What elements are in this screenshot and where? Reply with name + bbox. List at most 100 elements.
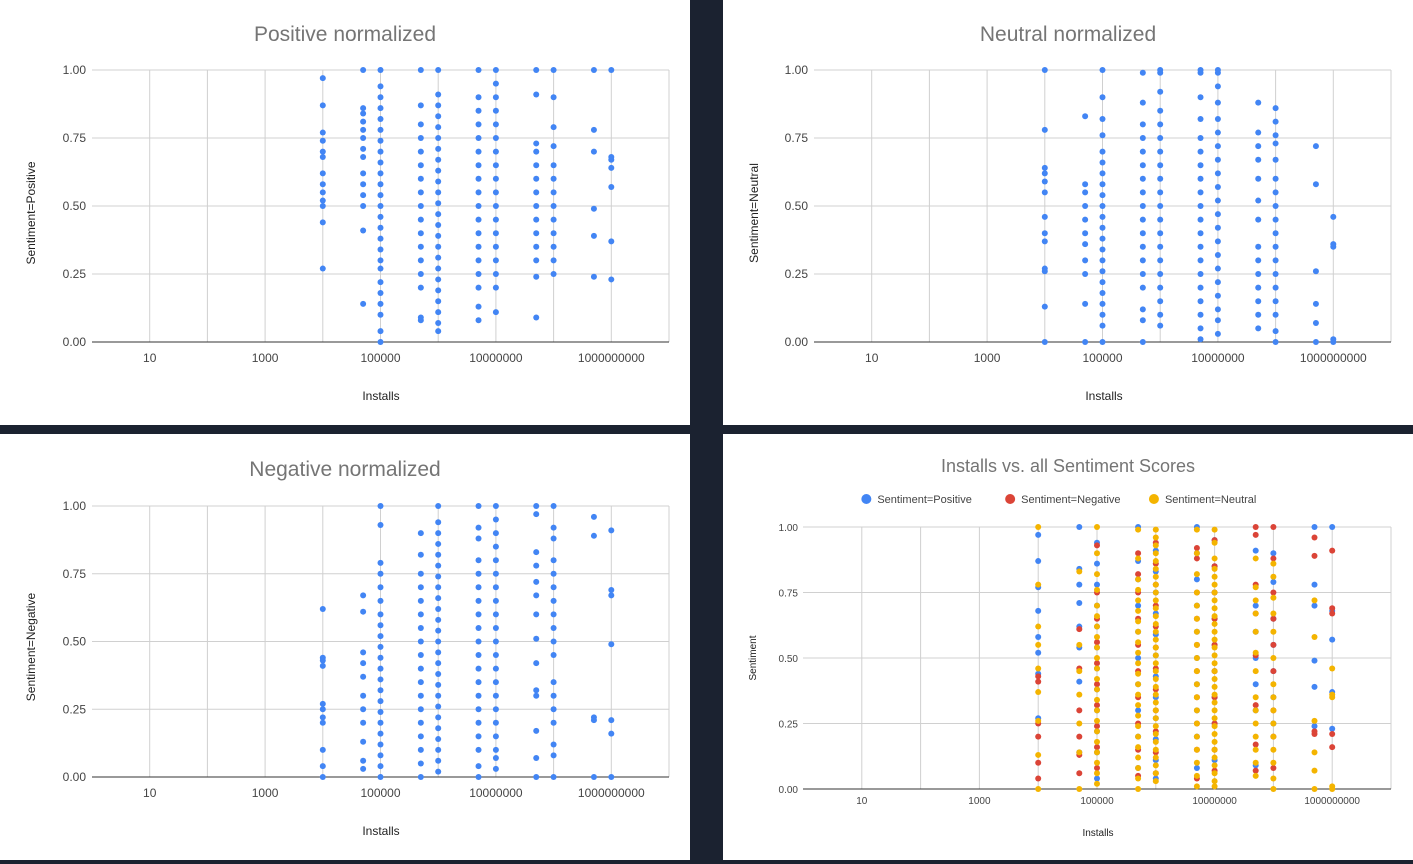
data-point (475, 121, 482, 128)
data-point (1135, 607, 1142, 614)
y-tick-label: 0.00 (785, 335, 809, 349)
data-point (1082, 300, 1089, 307)
data-point (417, 665, 424, 672)
data-point (1311, 602, 1318, 609)
data-point (1152, 628, 1159, 635)
data-point (1211, 668, 1218, 675)
data-point (1139, 99, 1146, 106)
data-point (1197, 257, 1204, 264)
data-point (319, 714, 326, 721)
data-point (435, 156, 442, 163)
data-point (360, 738, 367, 745)
data-point (377, 633, 384, 640)
data-point (1152, 778, 1159, 785)
data-point (435, 319, 442, 326)
data-point (550, 243, 557, 250)
data-point (1094, 744, 1100, 751)
data-point (1211, 707, 1218, 714)
data-point (1211, 597, 1218, 604)
data-point (1214, 183, 1221, 190)
data-point (533, 774, 540, 780)
data-point (1193, 555, 1200, 562)
data-point (550, 189, 557, 196)
data-point (1211, 581, 1218, 588)
data-point (1135, 670, 1142, 677)
data-point (435, 189, 442, 196)
data-point (435, 211, 442, 218)
data-point (1211, 738, 1218, 745)
data-point (1094, 623, 1100, 630)
data-point (1270, 610, 1277, 617)
data-point (475, 284, 482, 291)
data-point (1135, 744, 1142, 751)
data-point (492, 733, 499, 740)
data-point (608, 717, 615, 724)
data-point (1311, 634, 1318, 641)
data-point (1094, 717, 1100, 724)
legend-label: Sentiment=Positive (877, 494, 971, 506)
data-point (475, 535, 482, 542)
data-point (1135, 660, 1142, 667)
data-point (533, 67, 540, 73)
data-point (550, 143, 557, 150)
data-point (1270, 733, 1277, 740)
legend-marker (1005, 494, 1016, 504)
data-point (377, 265, 384, 272)
data-point (1157, 162, 1164, 169)
data-point (1312, 300, 1319, 307)
data-point (1099, 67, 1106, 73)
data-point (1152, 738, 1159, 745)
data-point (1157, 175, 1164, 182)
data-point (1311, 683, 1318, 690)
data-point (435, 287, 442, 294)
data-point (1076, 786, 1083, 792)
data-point (1197, 135, 1204, 141)
data-point (1082, 216, 1089, 223)
data-point (1041, 303, 1048, 310)
data-point (435, 649, 442, 656)
data-point (360, 110, 367, 117)
data-point (417, 746, 424, 753)
data-point (360, 300, 367, 307)
data-point (608, 67, 615, 73)
data-point (1099, 94, 1106, 101)
data-point (475, 611, 482, 618)
data-point (1041, 238, 1048, 245)
data-point (1035, 775, 1042, 782)
y-tick-label: 0.75 (785, 131, 809, 145)
data-point (319, 181, 326, 188)
x-tick-label: 100000 (1080, 796, 1114, 807)
chart-title: Positive normalized (254, 23, 436, 46)
data-point (1329, 636, 1336, 643)
data-point (417, 189, 424, 196)
data-point (1094, 765, 1100, 772)
data-point (377, 521, 384, 528)
y-tick-label: 1.00 (63, 499, 87, 513)
data-point (319, 203, 326, 209)
data-point (475, 638, 482, 645)
data-point (360, 192, 367, 199)
data-point (1270, 765, 1277, 772)
data-point (1099, 311, 1106, 318)
data-point (1252, 681, 1259, 688)
data-point (550, 524, 557, 531)
data-point (435, 736, 442, 743)
data-point (1193, 783, 1200, 790)
data-point (435, 562, 442, 569)
data-point (360, 673, 367, 680)
data-point (1211, 539, 1218, 546)
data-point (417, 216, 424, 223)
data-point (1041, 164, 1048, 171)
data-point (1139, 216, 1146, 223)
data-point (1197, 230, 1204, 237)
data-point (1252, 610, 1259, 617)
data-point (1214, 129, 1221, 136)
data-point (533, 578, 540, 585)
data-point (435, 530, 442, 537)
data-point (550, 67, 557, 73)
data-point (492, 597, 499, 604)
data-point (1272, 271, 1279, 277)
data-point (550, 706, 557, 713)
x-tick-label: 1000 (252, 351, 279, 365)
data-point (435, 681, 442, 688)
